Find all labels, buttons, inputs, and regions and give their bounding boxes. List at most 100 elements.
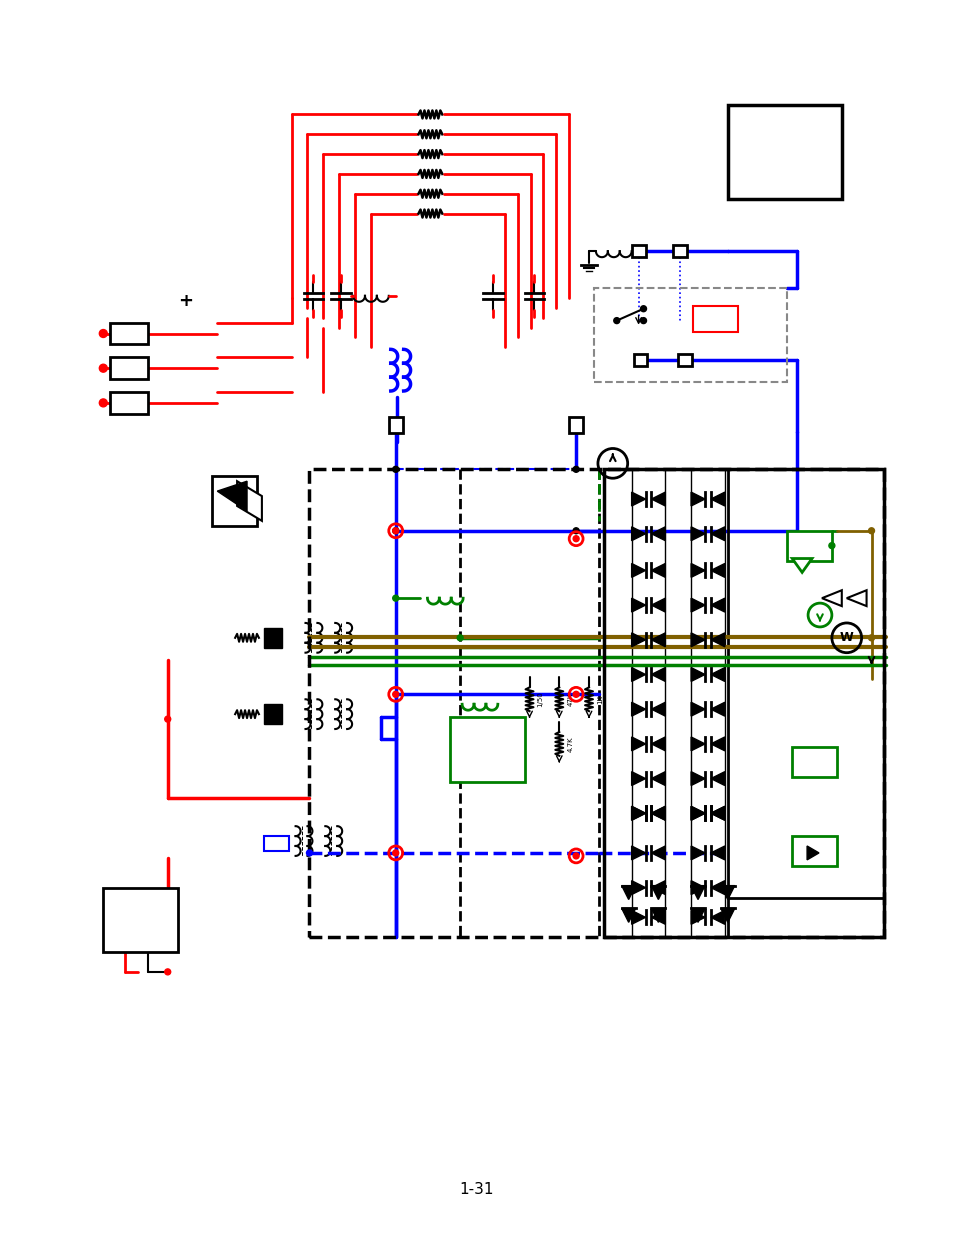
Circle shape xyxy=(393,527,398,534)
Polygon shape xyxy=(651,632,664,647)
Bar xyxy=(309,469,883,937)
Polygon shape xyxy=(651,598,664,613)
Bar xyxy=(673,246,686,257)
Polygon shape xyxy=(631,668,645,682)
Polygon shape xyxy=(631,806,645,820)
Polygon shape xyxy=(806,846,818,860)
Polygon shape xyxy=(690,909,704,923)
Polygon shape xyxy=(631,806,645,820)
Polygon shape xyxy=(710,668,724,682)
Bar xyxy=(633,354,647,367)
Polygon shape xyxy=(710,772,724,785)
Circle shape xyxy=(99,399,107,406)
Polygon shape xyxy=(690,563,704,577)
Polygon shape xyxy=(651,909,664,923)
Polygon shape xyxy=(791,558,811,572)
Polygon shape xyxy=(651,881,664,894)
Text: 1-31: 1-31 xyxy=(459,1182,494,1198)
Circle shape xyxy=(867,635,874,641)
Bar xyxy=(111,322,148,345)
Polygon shape xyxy=(651,846,664,860)
Polygon shape xyxy=(690,668,704,682)
Polygon shape xyxy=(621,885,635,899)
Polygon shape xyxy=(690,846,704,860)
Circle shape xyxy=(639,317,646,324)
Circle shape xyxy=(393,527,398,534)
Polygon shape xyxy=(631,527,645,541)
Polygon shape xyxy=(690,737,704,751)
Polygon shape xyxy=(651,737,664,751)
Polygon shape xyxy=(237,482,262,521)
Polygon shape xyxy=(651,668,664,682)
Polygon shape xyxy=(631,772,645,785)
Polygon shape xyxy=(631,910,645,924)
Polygon shape xyxy=(710,806,724,820)
Bar xyxy=(103,888,177,952)
Polygon shape xyxy=(690,492,704,506)
Polygon shape xyxy=(651,885,664,899)
Circle shape xyxy=(393,467,398,472)
Bar xyxy=(264,836,289,851)
Polygon shape xyxy=(846,590,865,606)
Circle shape xyxy=(639,306,646,311)
Polygon shape xyxy=(690,881,704,894)
Polygon shape xyxy=(710,527,724,541)
Polygon shape xyxy=(710,598,724,613)
Circle shape xyxy=(867,527,874,534)
Polygon shape xyxy=(690,806,704,820)
Circle shape xyxy=(393,850,398,856)
Text: 1/50: 1/50 xyxy=(537,692,543,708)
Polygon shape xyxy=(690,885,704,899)
Text: 1K: 1K xyxy=(597,695,602,704)
Bar xyxy=(727,105,841,199)
Polygon shape xyxy=(631,632,645,647)
Bar xyxy=(569,416,582,432)
Polygon shape xyxy=(631,737,645,751)
Bar xyxy=(450,718,524,782)
Bar xyxy=(389,416,402,432)
Bar xyxy=(678,354,691,367)
Bar xyxy=(603,469,883,937)
Polygon shape xyxy=(651,527,664,541)
Bar xyxy=(264,704,281,724)
Polygon shape xyxy=(651,806,664,820)
Polygon shape xyxy=(651,806,664,820)
Polygon shape xyxy=(710,846,724,860)
Circle shape xyxy=(573,467,578,472)
Circle shape xyxy=(573,692,578,698)
Polygon shape xyxy=(690,703,704,716)
Polygon shape xyxy=(651,772,664,785)
Circle shape xyxy=(393,692,398,698)
Polygon shape xyxy=(631,598,645,613)
Circle shape xyxy=(573,536,578,542)
Circle shape xyxy=(99,364,107,372)
Circle shape xyxy=(393,595,398,601)
Polygon shape xyxy=(710,563,724,577)
Text: W: W xyxy=(839,631,853,645)
Polygon shape xyxy=(631,881,645,894)
Bar xyxy=(594,288,786,382)
Polygon shape xyxy=(710,910,724,924)
Bar xyxy=(786,531,831,561)
Polygon shape xyxy=(651,910,664,924)
Polygon shape xyxy=(710,703,724,716)
Circle shape xyxy=(613,317,619,324)
Polygon shape xyxy=(710,492,724,506)
Polygon shape xyxy=(690,598,704,613)
Circle shape xyxy=(573,527,578,534)
Polygon shape xyxy=(621,909,635,923)
Polygon shape xyxy=(217,482,247,511)
Polygon shape xyxy=(710,737,724,751)
Circle shape xyxy=(165,969,171,974)
Text: 47K: 47K xyxy=(567,693,573,706)
Circle shape xyxy=(99,330,107,337)
Circle shape xyxy=(306,850,313,856)
Bar xyxy=(631,246,645,257)
Polygon shape xyxy=(631,563,645,577)
Circle shape xyxy=(165,716,171,722)
Polygon shape xyxy=(821,590,841,606)
Polygon shape xyxy=(690,806,704,820)
Polygon shape xyxy=(710,632,724,647)
Polygon shape xyxy=(720,885,734,899)
Polygon shape xyxy=(720,909,734,923)
